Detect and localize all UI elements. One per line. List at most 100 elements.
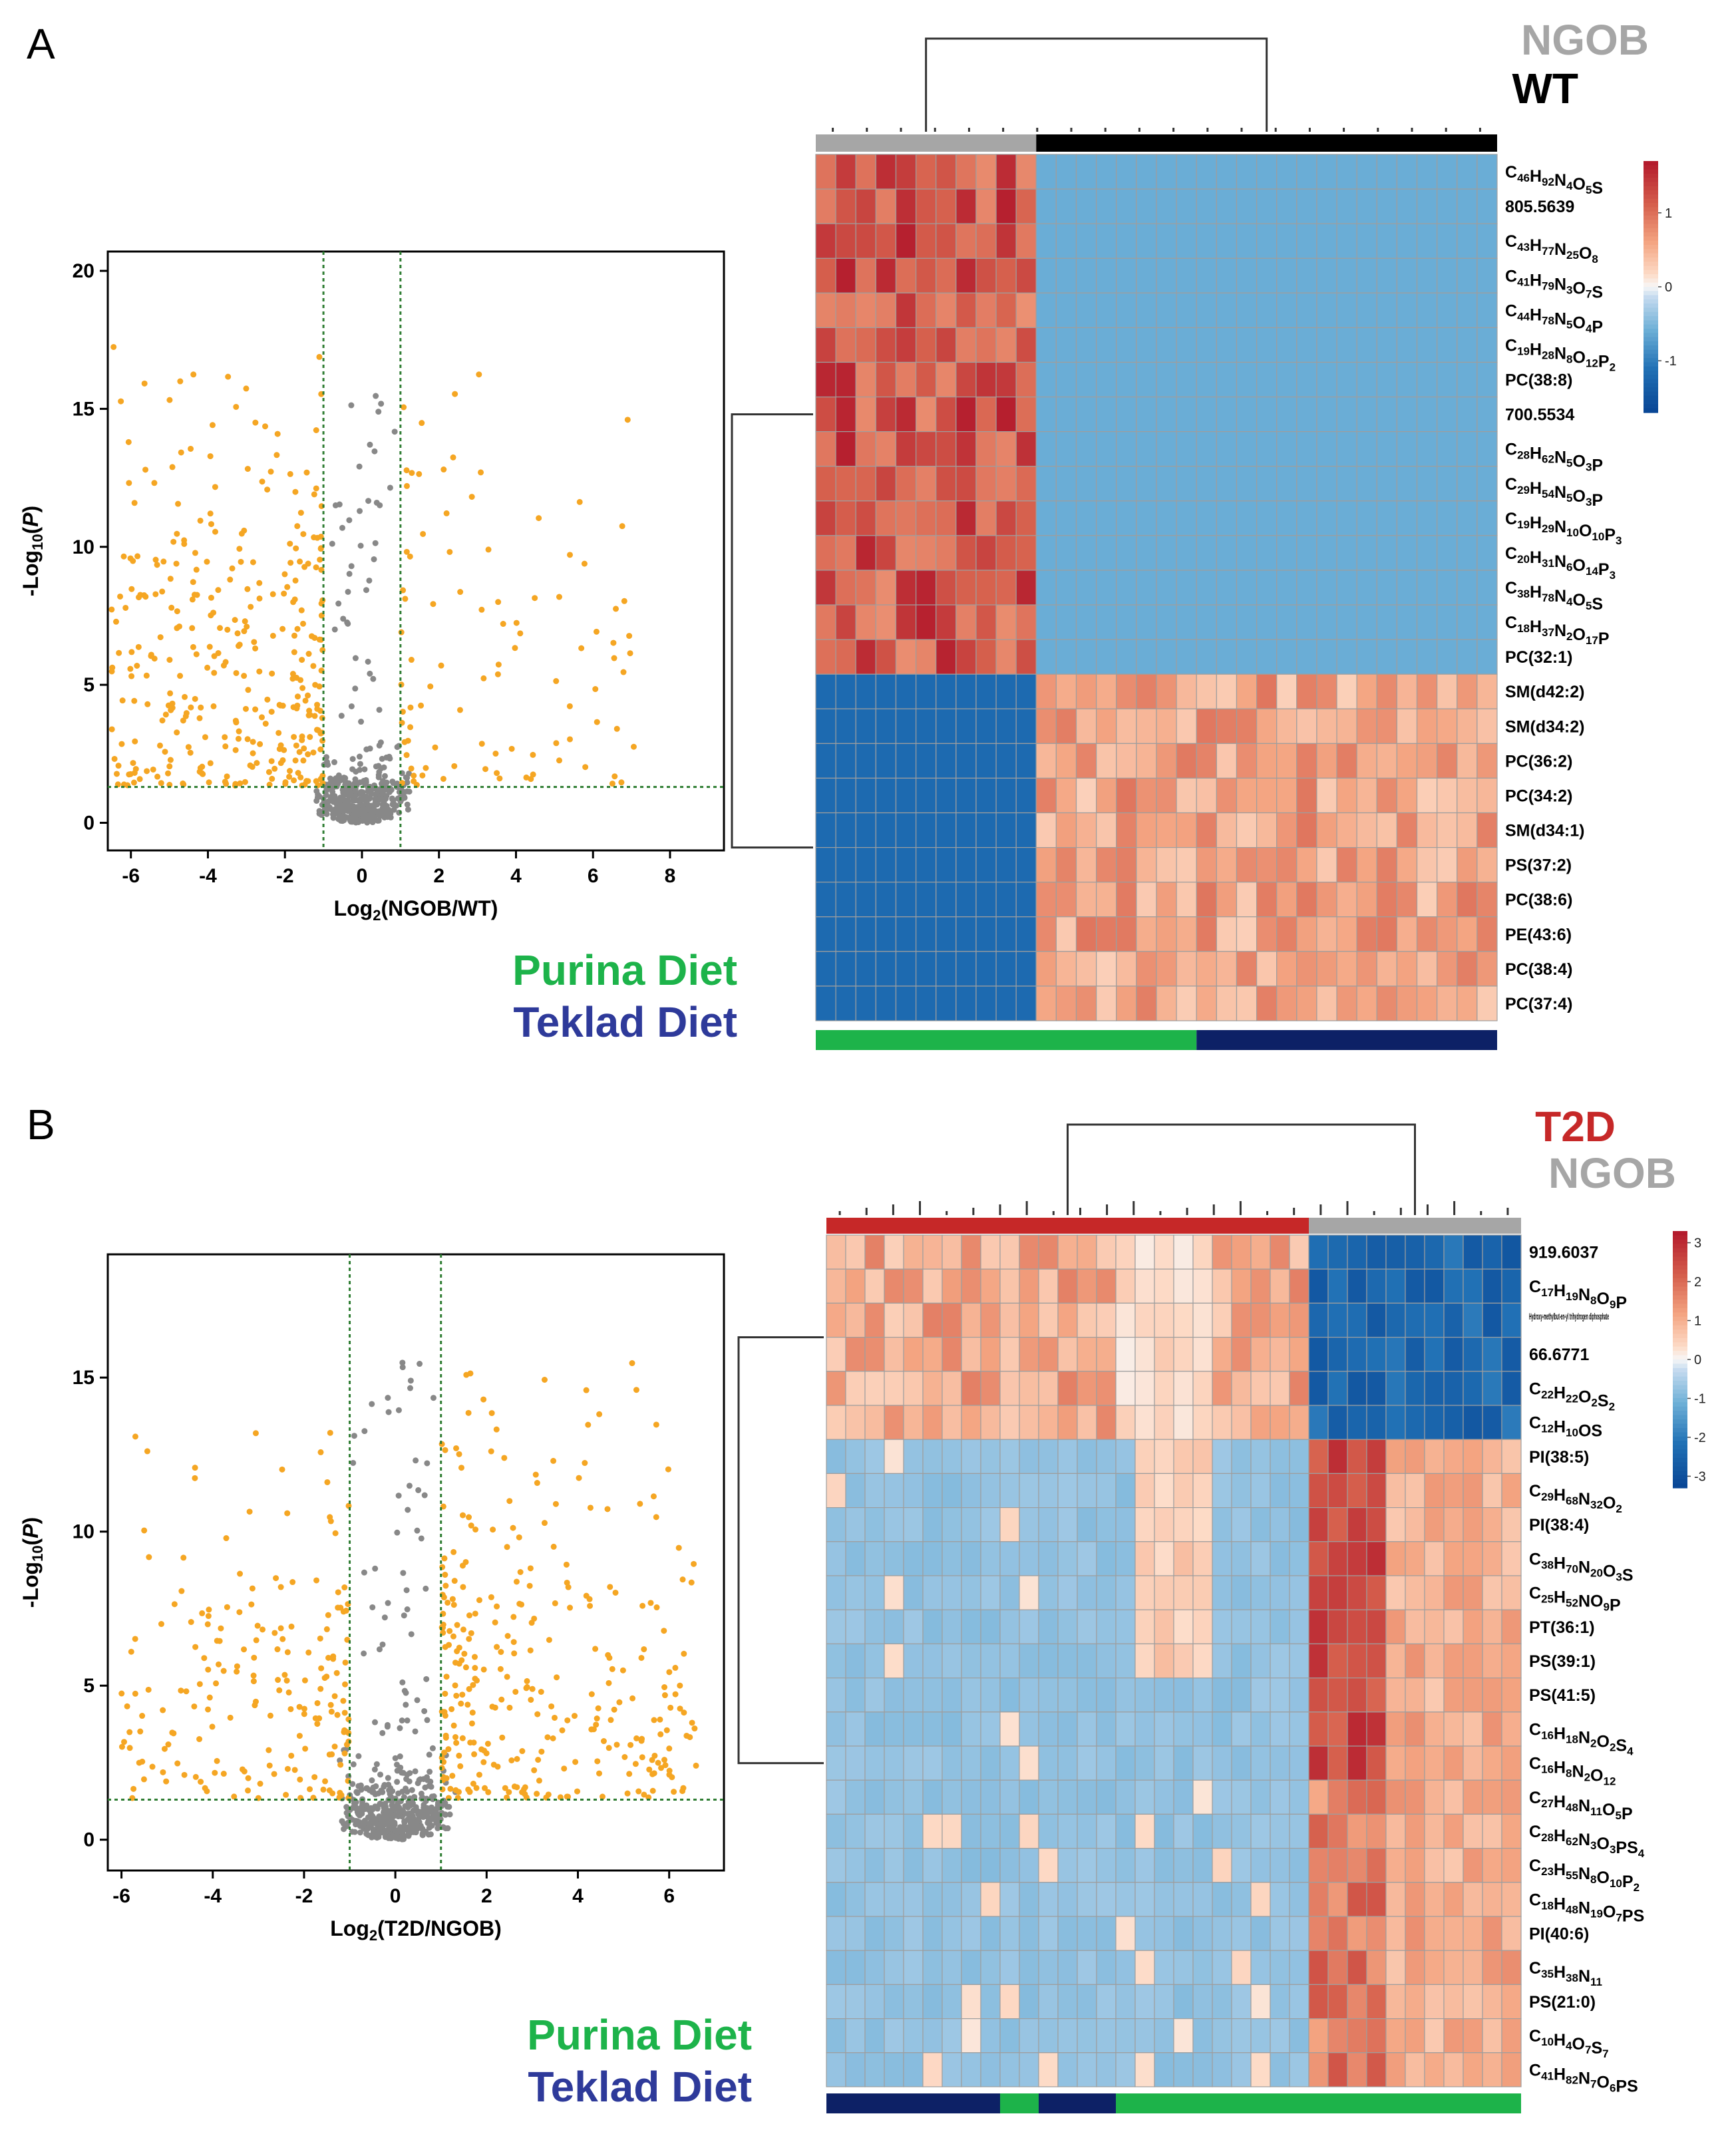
point-significant <box>481 1747 488 1754</box>
heatmap-cell <box>1236 777 1258 814</box>
heatmap-cell <box>1296 396 1317 433</box>
point-significant <box>307 1786 313 1793</box>
heatmap-cell <box>1256 361 1278 398</box>
heatmap-cell <box>1196 431 1217 467</box>
heatmap-cell <box>826 1268 846 1304</box>
colorbar-segment <box>1644 408 1658 413</box>
point-nonsignificant <box>356 797 363 803</box>
heatmap-cell <box>1416 743 1438 779</box>
heatmap-cell <box>1096 1950 1117 1985</box>
colorbar-segment <box>1673 1329 1687 1334</box>
heatmap-cell <box>903 1916 924 1951</box>
heatmap-cell <box>1327 1268 1348 1304</box>
heatmap-cell <box>1015 985 1037 1021</box>
heatmap-cell <box>1057 2018 1078 2054</box>
heatmap-cell <box>1216 154 1238 190</box>
heatmap-cell <box>1136 604 1157 640</box>
heatmap-cell <box>1276 396 1298 433</box>
point-significant <box>651 1770 657 1777</box>
point-significant <box>202 734 208 741</box>
point-nonsignificant <box>365 658 371 665</box>
point-significant <box>672 1664 679 1671</box>
heatmap-cell <box>875 708 897 744</box>
point-significant <box>299 685 306 691</box>
heatmap-cell <box>1035 673 1057 709</box>
heatmap-cell <box>1476 708 1498 744</box>
heatmap-cell <box>1077 1371 1097 1406</box>
point-significant <box>626 633 633 639</box>
heatmap-cell <box>1156 985 1177 1021</box>
heatmap-cell <box>1077 1575 1097 1610</box>
heatmap-cell <box>1154 1813 1174 1849</box>
point-significant <box>234 1663 240 1670</box>
heatmap-cell <box>1212 1779 1232 1815</box>
point-significant <box>250 750 256 757</box>
heatmap-cell <box>1216 812 1238 848</box>
point-significant <box>504 1544 510 1550</box>
point-nonsignificant <box>346 792 353 799</box>
heatmap-cell <box>1250 1575 1271 1610</box>
point-significant <box>254 1622 261 1629</box>
heatmap-cell <box>1296 154 1317 190</box>
heatmap-cell <box>1356 361 1377 398</box>
point-significant <box>343 1728 349 1735</box>
colorbar-segment <box>1673 1381 1687 1386</box>
diet-bar-purina <box>1116 2093 1521 2113</box>
heatmap-cell <box>1501 1779 1522 1815</box>
heatmap-cell <box>1015 673 1037 709</box>
heatmap-cell <box>1134 1609 1155 1644</box>
point-significant <box>517 1568 524 1575</box>
point-significant <box>187 749 194 756</box>
heatmap-cell <box>1173 1439 1194 1474</box>
heatmap-cell <box>955 951 977 987</box>
heatmap-cell <box>1115 1813 1136 1849</box>
point-significant <box>163 1778 170 1785</box>
heatmap-cell <box>999 1848 1020 1883</box>
point-significant <box>465 1409 472 1416</box>
point-significant <box>185 744 192 751</box>
heatmap-cell <box>1482 1984 1502 2020</box>
colorbar-segment <box>1644 395 1658 401</box>
point-nonsignificant <box>387 814 394 820</box>
point-significant <box>516 1534 522 1540</box>
heatmap-cell <box>884 1745 904 1781</box>
heatmap-cell <box>1250 1302 1271 1338</box>
heatmap-cell <box>1196 361 1217 398</box>
heatmap-cell <box>1289 1779 1309 1815</box>
point-significant <box>476 1597 482 1604</box>
heatmap-cell <box>1276 154 1298 190</box>
point-significant <box>512 1688 519 1695</box>
heatmap-cell <box>826 1439 846 1474</box>
point-significant <box>317 1449 324 1455</box>
heatmap-cell <box>1316 570 1337 606</box>
heatmap-cell <box>1038 1984 1059 2020</box>
heatmap-cell <box>1476 743 1498 779</box>
colorbar-segment <box>1673 1334 1687 1339</box>
heatmap-cell <box>999 1473 1020 1509</box>
heatmap-cell <box>1396 882 1418 918</box>
point-significant <box>513 1578 520 1585</box>
point-significant <box>595 1705 602 1711</box>
point-significant <box>169 1729 176 1736</box>
heatmap-cell <box>1356 500 1377 536</box>
point-significant <box>294 523 301 530</box>
heatmap-cell <box>915 604 937 640</box>
heatmap-cell <box>1296 258 1317 293</box>
heatmap-cell <box>855 604 876 640</box>
point-significant <box>181 1771 188 1778</box>
point-significant <box>174 1760 181 1767</box>
heatmap-cell <box>961 1541 981 1576</box>
heatmap-cell <box>1096 743 1117 779</box>
heatmap-cell <box>1347 1439 1367 1474</box>
heatmap-cell <box>1327 1813 1348 1849</box>
point-significant <box>204 664 211 671</box>
colorbar-segment <box>1673 1295 1687 1300</box>
heatmap-cell <box>1192 1507 1213 1542</box>
point-significant <box>456 1660 462 1667</box>
heatmap-cell <box>975 154 997 190</box>
point-significant <box>482 766 489 773</box>
heatmap-cell <box>1316 812 1337 848</box>
heatmap-cell <box>1154 1916 1174 1951</box>
point-significant <box>468 494 475 500</box>
heatmap-cell <box>1236 846 1258 883</box>
